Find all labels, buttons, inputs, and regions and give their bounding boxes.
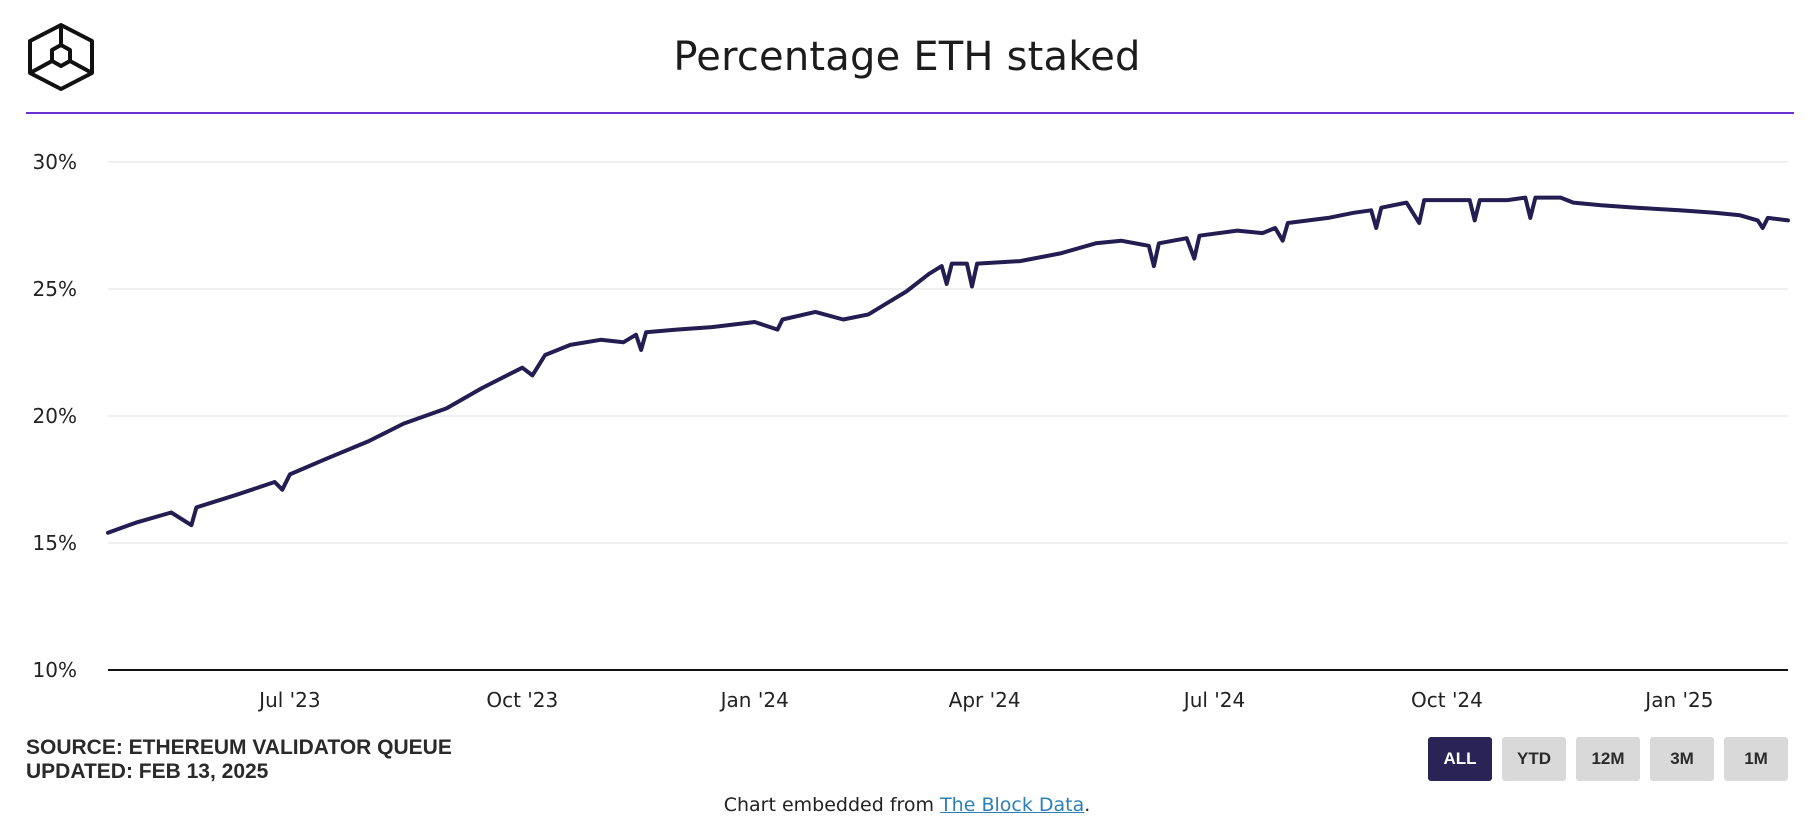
y-tick-label: 30%	[33, 150, 77, 174]
range-selector: ALL YTD 12M 3M 1M	[1428, 737, 1788, 781]
cube-logo-icon	[26, 22, 96, 92]
range-button-ytd[interactable]: YTD	[1502, 737, 1566, 781]
chart-title: Percentage ETH staked	[673, 34, 1141, 80]
y-tick-label: 25%	[33, 277, 77, 301]
embed-prefix: Chart embedded from	[723, 794, 941, 816]
embed-note: Chart embedded from The Block Data.	[0, 794, 1814, 816]
range-button-3m[interactable]: 3M	[1650, 737, 1714, 781]
series-line	[106, 195, 1790, 535]
x-tick-label: Apr '24	[949, 688, 1021, 712]
embed-suffix: .	[1084, 794, 1091, 816]
x-tick-label: Jan '25	[1643, 688, 1713, 712]
range-button-12m[interactable]: 12M	[1576, 737, 1640, 781]
the-block-data-link[interactable]: The Block Data	[940, 794, 1085, 816]
source-text: SOURCE: ETHEREUM VALIDATOR QUEUE	[26, 736, 452, 759]
source-info: SOURCE: ETHEREUM VALIDATOR QUEUE UPDATED…	[26, 736, 452, 784]
y-tick-label: 10%	[33, 658, 77, 682]
x-tick-label: Oct '23	[486, 688, 558, 712]
x-tick-label: Jul '24	[1182, 688, 1245, 712]
y-tick-label: 15%	[33, 531, 77, 555]
x-tick-label: Jul '23	[257, 688, 320, 712]
x-tick-label: Jan '24	[719, 688, 789, 712]
updated-text: UPDATED: FEB 13, 2025	[26, 760, 269, 783]
header-divider	[26, 112, 1794, 114]
x-tick-label: Oct '24	[1411, 688, 1483, 712]
y-tick-label: 20%	[33, 404, 77, 428]
range-button-1m[interactable]: 1M	[1724, 737, 1788, 781]
range-button-all[interactable]: ALL	[1428, 737, 1492, 781]
